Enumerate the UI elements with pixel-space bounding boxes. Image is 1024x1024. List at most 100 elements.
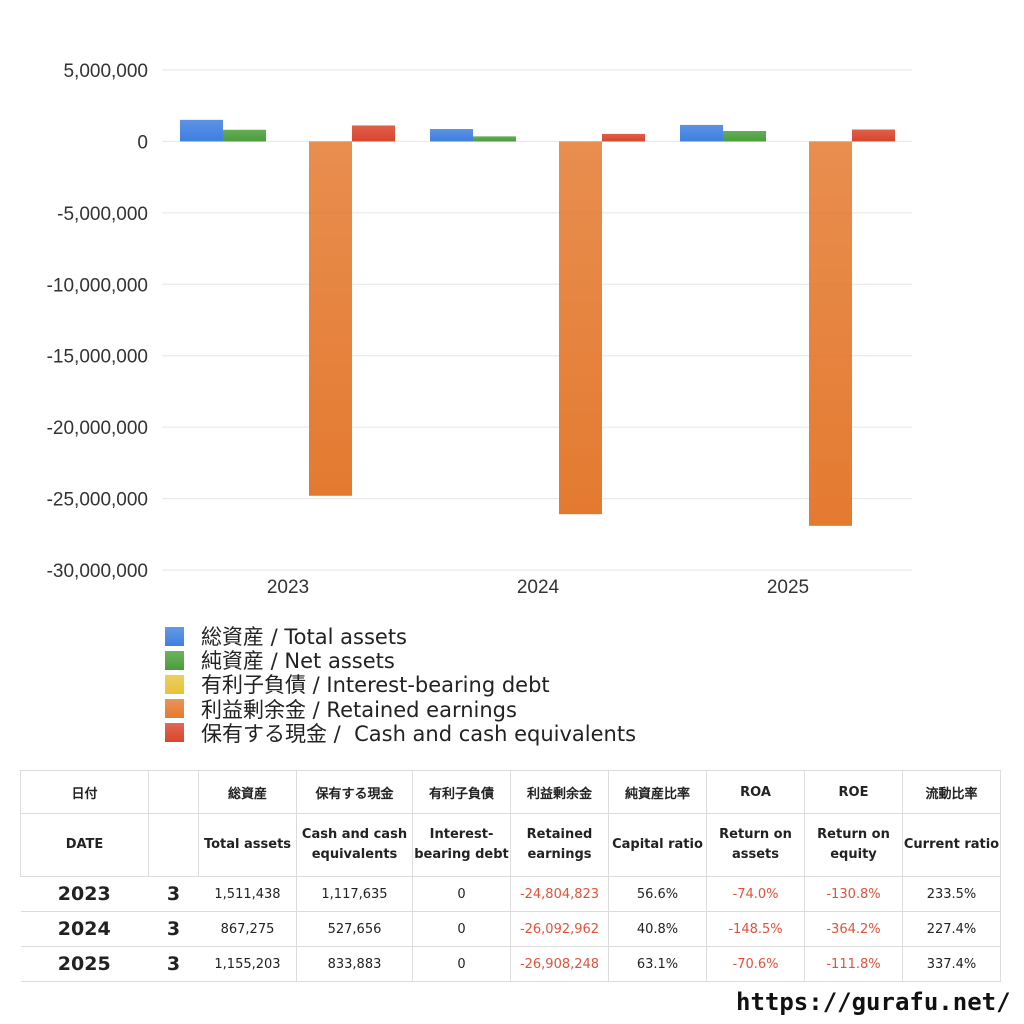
header-cell: Current ratio	[902, 813, 1001, 877]
table-header-en: DATE Total assets Cash and cash equivale…	[20, 813, 1001, 877]
header-cell: Total assets	[198, 813, 297, 877]
header-cell: DATE	[20, 813, 149, 877]
retained-earnings-cell: -24,804,823	[510, 876, 609, 912]
total-assets-cell: 1,511,438	[198, 876, 297, 912]
capital-ratio-cell: 63.1%	[608, 946, 707, 982]
legend-label: 利益剰余金 / Retained earnings	[201, 697, 517, 722]
cash-cell: 833,883	[296, 946, 413, 982]
header-cell: Retained earnings	[510, 813, 609, 877]
bar-2025-series-4	[852, 129, 895, 142]
current-ratio-cell: 227.4%	[902, 911, 1001, 947]
roe-cell: -111.8%	[804, 946, 903, 982]
capital-ratio-cell: 40.8%	[608, 911, 707, 947]
financial-table: 日付 総資産 保有する現金 有利子負債 利益剰余金 純資産比率 ROA ROE …	[20, 770, 1001, 982]
debt-cell: 0	[412, 946, 511, 982]
current-ratio-cell: 233.5%	[902, 876, 1001, 912]
chart-legend: 総資産 / Total assets 純資産 / Net assets 有利子負債 …	[165, 624, 637, 746]
cash-cell: 527,656	[296, 911, 413, 947]
header-cell: 利益剰余金	[510, 770, 609, 814]
y-tick-label: -10,000,000	[47, 275, 148, 296]
header-cell: Capital ratio	[608, 813, 707, 877]
legend-item: 有利子負債 / Interest-bearing debt	[165, 672, 636, 698]
total-assets-cell: 867,275	[198, 911, 297, 947]
header-cell: Return on equity	[804, 813, 903, 877]
table-row: 2025 3 1,155,203 833,883 0 -26,908,248 6…	[20, 946, 1001, 982]
legend-label: 純資産 / Net assets	[201, 649, 395, 674]
legend-label: 総資産 / Total assets	[201, 625, 407, 650]
legend-swatch	[165, 723, 184, 743]
legend-label: 保有する現金 / Cash and cash equivalents	[201, 721, 637, 746]
table-header-jp: 日付 総資産 保有する現金 有利子負債 利益剰余金 純資産比率 ROA ROE …	[20, 770, 1001, 814]
month-cell: 3	[148, 946, 199, 982]
y-axis-ticks: 5,000,000 0 -5,000,000 -10,000,000 -15,000,0…	[47, 61, 148, 582]
header-cell: Interest-bearing debt	[412, 813, 511, 877]
x-tick-label: 2023	[267, 577, 309, 598]
header-cell: ROA	[706, 770, 805, 814]
legend-swatch	[165, 674, 184, 694]
roa-cell: -70.6%	[706, 946, 805, 982]
legend-swatch	[165, 699, 184, 719]
header-cell	[148, 770, 199, 814]
y-tick-label: -25,000,000	[47, 490, 148, 511]
grid-lines	[162, 69, 912, 571]
legend-label: 有利子負債 / Interest-bearing debt	[201, 673, 550, 698]
x-tick-label: 2025	[767, 577, 809, 598]
bar-2024-series-0	[430, 129, 473, 142]
header-cell: 総資産	[198, 770, 297, 814]
bar-2025-series-1	[723, 131, 766, 142]
debt-cell: 0	[412, 911, 511, 947]
year-cell: 2025	[20, 946, 149, 982]
bar-2025-series-0	[680, 124, 723, 142]
header-cell: ROE	[804, 770, 903, 814]
retained-earnings-cell: -26,908,248	[510, 946, 609, 982]
header-cell: Cash and cash equivalents	[296, 813, 413, 877]
site-url: https://gurafu.net/	[736, 988, 1011, 1016]
legend-swatch	[165, 626, 184, 646]
roe-cell: -130.8%	[804, 876, 903, 912]
bar-chart: 5,000,000 0 -5,000,000 -10,000,000 -15,000,0…	[47, 61, 912, 598]
month-cell: 3	[148, 876, 199, 912]
legend-item: 利益剰余金 / Retained earnings	[165, 697, 636, 722]
bar-2023-series-3	[309, 141, 352, 496]
retained-earnings-cell: -26,092,962	[510, 911, 609, 947]
header-cell: 純資産比率	[608, 770, 707, 814]
bar-2025-series-3	[809, 141, 852, 526]
month-cell: 3	[148, 911, 199, 947]
table-row: 2023 3 1,511,438 1,117,635 0 -24,804,823…	[20, 876, 1001, 912]
bar-2024-series-1	[473, 136, 516, 142]
header-cell: Return on assets	[706, 813, 805, 877]
x-axis-ticks: 2023 2024 2025	[267, 577, 809, 598]
y-tick-label: -15,000,000	[47, 347, 148, 368]
current-ratio-cell: 337.4%	[902, 946, 1001, 982]
debt-cell: 0	[412, 876, 511, 912]
y-tick-label: -30,000,000	[47, 561, 148, 582]
legend-swatch	[165, 650, 184, 670]
header-cell: 日付	[20, 770, 149, 814]
x-tick-label: 2024	[517, 577, 560, 598]
y-tick-label: 0	[137, 132, 148, 153]
bar-2023-series-1	[223, 129, 266, 142]
header-cell: 保有する現金	[296, 770, 413, 814]
header-cell: 有利子負債	[412, 770, 511, 814]
legend-item: 純資産 / Net assets	[165, 648, 636, 674]
year-cell: 2023	[20, 876, 149, 912]
bar-2023-series-4	[352, 125, 395, 142]
legend-item: 総資産 / Total assets	[165, 624, 636, 650]
bars	[180, 119, 895, 526]
y-tick-label: -20,000,000	[47, 418, 148, 439]
cash-cell: 1,117,635	[296, 876, 413, 912]
total-assets-cell: 1,155,203	[198, 946, 297, 982]
header-cell: 流動比率	[902, 770, 1001, 814]
table-row: 2024 3 867,275 527,656 0 -26,092,962 40.…	[20, 911, 1001, 947]
legend-item: 保有する現金 / Cash and cash equivalents	[165, 721, 637, 746]
y-tick-label: -5,000,000	[57, 204, 148, 225]
roa-cell: -148.5%	[706, 911, 805, 947]
capital-ratio-cell: 56.6%	[608, 876, 707, 912]
bar-2024-series-4	[602, 133, 645, 142]
bar-2024-series-3	[559, 141, 602, 515]
y-tick-label: 5,000,000	[63, 61, 148, 82]
header-cell	[148, 813, 199, 877]
roa-cell: -74.0%	[706, 876, 805, 912]
year-cell: 2024	[20, 911, 149, 947]
roe-cell: -364.2%	[804, 911, 903, 947]
